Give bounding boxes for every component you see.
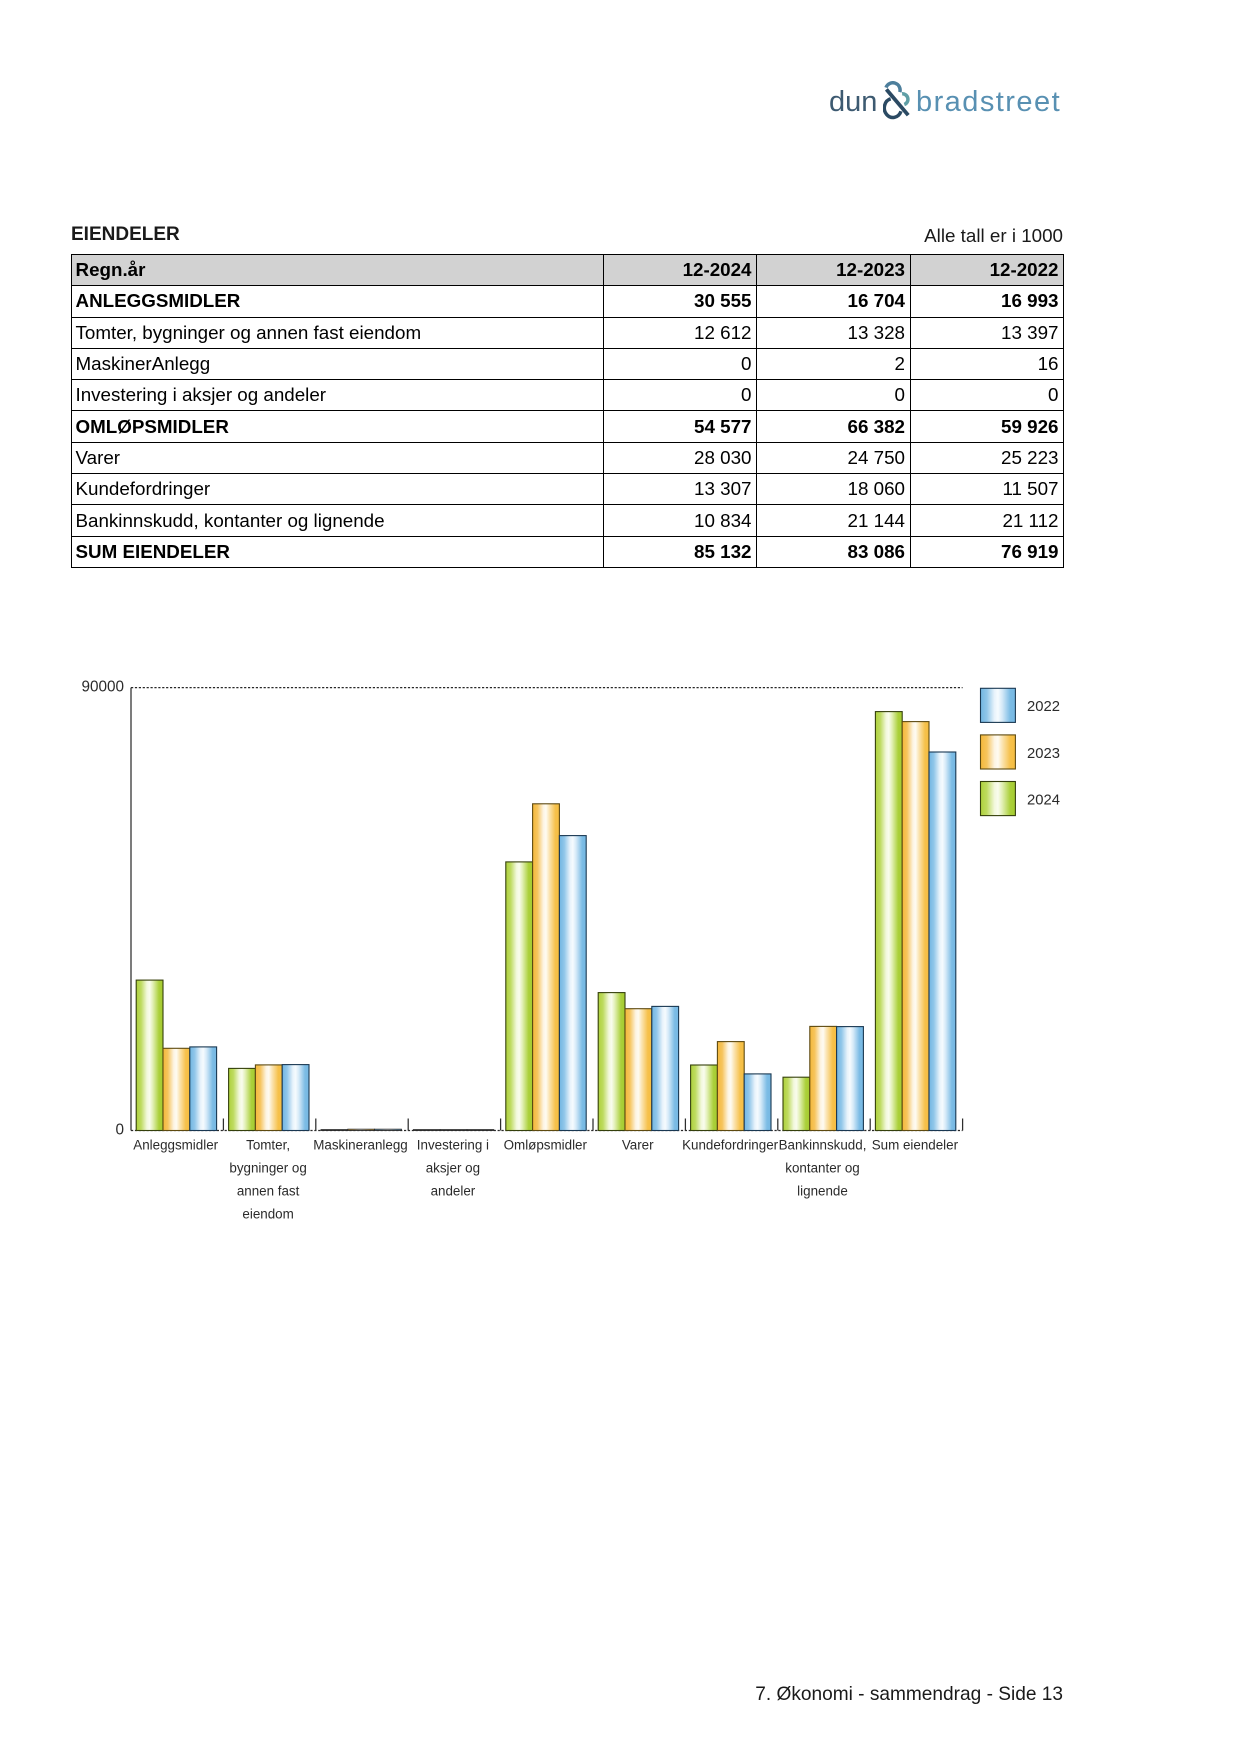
svg-text:2023: 2023 (1027, 746, 1060, 762)
svg-text:Anleggsmidler: Anleggsmidler (133, 1138, 218, 1153)
svg-text:Kundefordringer: Kundefordringer (682, 1138, 779, 1153)
svg-text:2022: 2022 (1027, 699, 1060, 715)
svg-text:bygninger og: bygninger og (229, 1161, 306, 1176)
svg-text:2024: 2024 (1027, 792, 1060, 808)
svg-text:Maskineranlegg: Maskineranlegg (313, 1138, 408, 1153)
svg-text:Investering i: Investering i (417, 1138, 489, 1153)
svg-text:kontanter og: kontanter og (785, 1161, 859, 1176)
svg-text:eiendom: eiendom (242, 1207, 293, 1222)
svg-text:andeler: andeler (431, 1184, 476, 1199)
svg-text:Varer: Varer (622, 1138, 654, 1153)
svg-text:0: 0 (115, 1121, 124, 1138)
svg-text:Sum eiendeler: Sum eiendeler (872, 1138, 959, 1153)
svg-text:aksjer og: aksjer og (426, 1161, 480, 1176)
svg-text:Bankinnskudd,: Bankinnskudd, (779, 1138, 867, 1153)
svg-text:annen fast: annen fast (237, 1184, 300, 1199)
svg-text:Omløpsmidler: Omløpsmidler (504, 1138, 588, 1153)
svg-text:Tomter,: Tomter, (246, 1138, 290, 1153)
svg-text:90000: 90000 (81, 678, 124, 695)
svg-text:lignende: lignende (797, 1184, 848, 1199)
